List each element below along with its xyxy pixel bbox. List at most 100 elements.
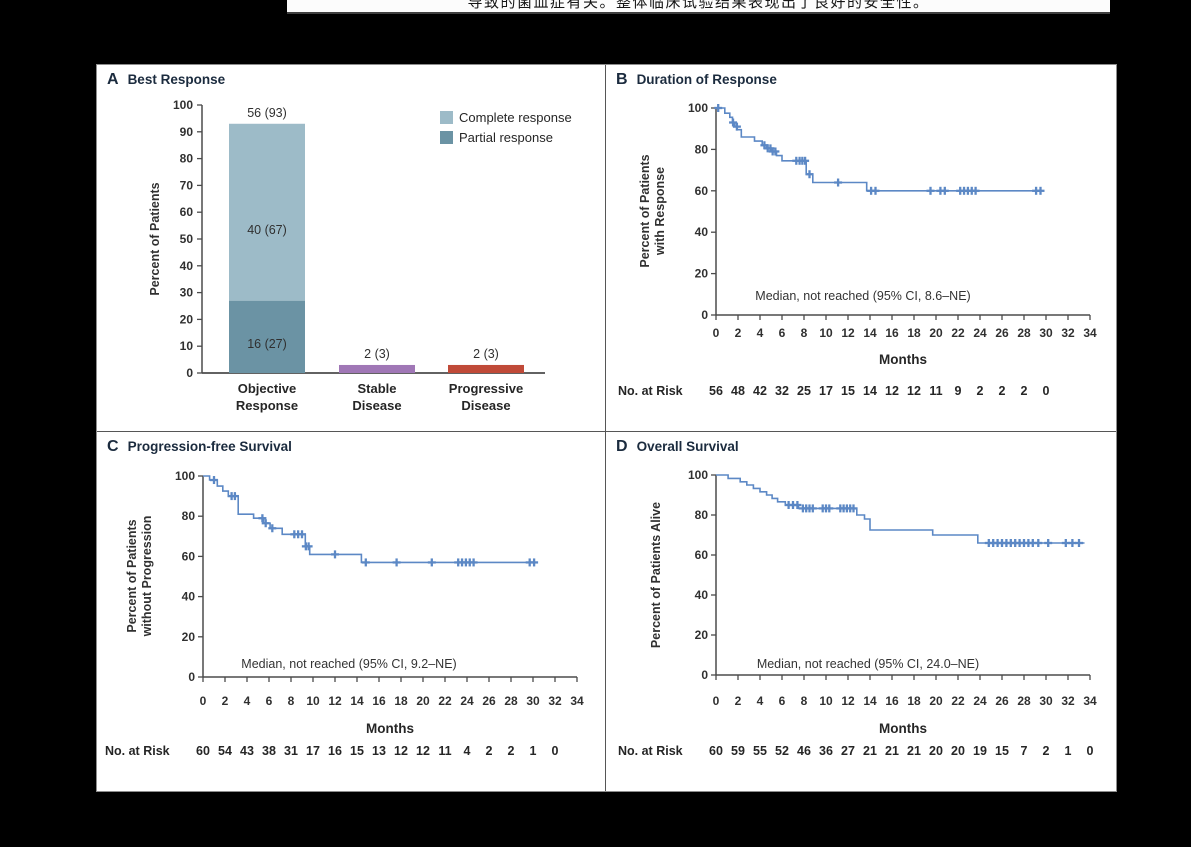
x-tick-label: 16 (885, 694, 899, 708)
x-tick-label: 0 (713, 326, 720, 340)
risk-value: 43 (240, 744, 254, 758)
x-tick-label: 6 (779, 326, 786, 340)
risk-value: 21 (863, 744, 877, 758)
x-tick-label: 26 (995, 694, 1009, 708)
x-tick-label: 20 (929, 326, 943, 340)
risk-value: 46 (797, 744, 811, 758)
category-label: Disease (352, 398, 401, 413)
x-tick-label: 8 (801, 694, 808, 708)
panel-letter-c: C (107, 438, 119, 455)
y-tick-label: 80 (180, 152, 194, 166)
x-tick-label: 30 (1039, 326, 1053, 340)
x-tick-label: 16 (885, 326, 899, 340)
risk-value: 15 (841, 384, 855, 398)
x-tick-label: 28 (504, 694, 518, 708)
censor-mark (210, 476, 218, 485)
risk-value: 7 (1021, 744, 1028, 758)
y-axis-label: Percent of Patientswithout Progression (125, 516, 154, 638)
risk-value: 0 (1087, 744, 1094, 758)
risk-label: No. at Risk (105, 744, 170, 758)
median-annotation: Median, not reached (95% CI, 24.0–NE) (757, 657, 979, 671)
y-tick-label: 10 (180, 339, 194, 353)
median-annotation: Median, not reached (95% CI, 8.6–NE) (755, 289, 970, 303)
panel-letter-a: A (107, 71, 119, 88)
risk-value: 19 (973, 744, 987, 758)
censor-mark (808, 504, 817, 513)
x-tick-label: 14 (863, 326, 877, 340)
risk-value: 36 (819, 744, 833, 758)
y-axis-label-line: with Response (653, 167, 667, 256)
y-tick-label: 60 (695, 184, 709, 198)
risk-value: 38 (262, 744, 276, 758)
risk-label: No. at Risk (618, 744, 683, 758)
km-chart-duration-of-response: 0 20 40 60 80 100 0 2 4 6 8 10 12 14 16 18 20 22 24 26 28 30 3… (606, 65, 1116, 431)
risk-value: 12 (394, 744, 408, 758)
risk-value: 12 (416, 744, 430, 758)
category-label: Objective (238, 381, 297, 396)
bar-total-label: 56 (93) (247, 106, 287, 120)
risk-value: 11 (438, 744, 451, 758)
censor-mark (1044, 539, 1053, 547)
x-tick-label: 8 (801, 326, 808, 340)
censor-mark (304, 542, 313, 551)
category-label: Stable (357, 381, 396, 396)
risk-value: 2 (1043, 744, 1050, 758)
x-tick-label: 34 (1083, 694, 1097, 708)
risk-value: 11 (929, 384, 942, 398)
y-tick-label: 50 (180, 232, 194, 246)
risk-value: 42 (753, 384, 767, 398)
x-tick-label: 30 (1039, 694, 1053, 708)
risk-value: 2 (486, 744, 493, 758)
censor-mark (230, 492, 239, 501)
risk-value: 12 (885, 384, 899, 398)
y-tick-label: 100 (173, 98, 193, 112)
risk-value: 16 (328, 744, 342, 758)
censor-mark (1036, 186, 1045, 195)
y-axis-label: Percent of Patients (148, 182, 162, 295)
x-axis-label: Months (366, 721, 414, 736)
x-tick-label: 12 (841, 694, 855, 708)
censor-mark (940, 186, 949, 195)
bar-segment (229, 123, 305, 301)
legend-swatch (440, 111, 453, 124)
y-axis-label-line: without Progression (140, 516, 154, 638)
y-tick-label: 60 (180, 205, 194, 219)
y-tick-label: 0 (188, 670, 195, 684)
y-tick-label: 20 (695, 267, 709, 281)
risk-value: 25 (797, 384, 811, 398)
legend-label: Partial response (459, 130, 553, 145)
censor-mark (793, 501, 802, 509)
risk-value: 54 (218, 744, 232, 758)
censor-mark (1034, 539, 1043, 547)
bar-chart-svg: 0 10 20 30 40 50 60 70 80 90 100 Percent of Patient… (148, 98, 572, 413)
panel-title-a: Best Response (127, 72, 226, 87)
x-tick-label: 32 (548, 694, 562, 708)
x-tick-label: 22 (438, 694, 452, 708)
risk-value: 32 (775, 384, 789, 398)
y-tick-label: 100 (175, 469, 195, 483)
risk-value: 55 (753, 744, 767, 758)
bar-segment (339, 364, 415, 373)
censor-mark (268, 524, 277, 533)
censor-mark (298, 530, 306, 539)
x-tick-label: 32 (1061, 694, 1075, 708)
y-tick-label: 0 (701, 308, 708, 322)
y-axis-label: Percent of Patients Alive (649, 502, 663, 648)
risk-value: 59 (731, 744, 745, 758)
km-curve (716, 474, 1085, 544)
bar-total-label: 2 (3) (364, 347, 390, 361)
x-tick-label: 4 (757, 326, 764, 340)
risk-value: 15 (350, 744, 364, 758)
risk-value: 2 (999, 384, 1006, 398)
panel-header-c: C Progression-free Survival (107, 438, 292, 456)
risk-value: 4 (464, 744, 471, 758)
risk-value: 13 (372, 744, 386, 758)
x-tick-label: 34 (570, 694, 584, 708)
panel-progression-free-survival: C Progression-free Survival 0 20 40 60 80 100 0… (97, 432, 606, 791)
censor-mark (392, 558, 401, 567)
legend-label: Complete response (459, 110, 572, 125)
risk-value: 52 (775, 744, 789, 758)
